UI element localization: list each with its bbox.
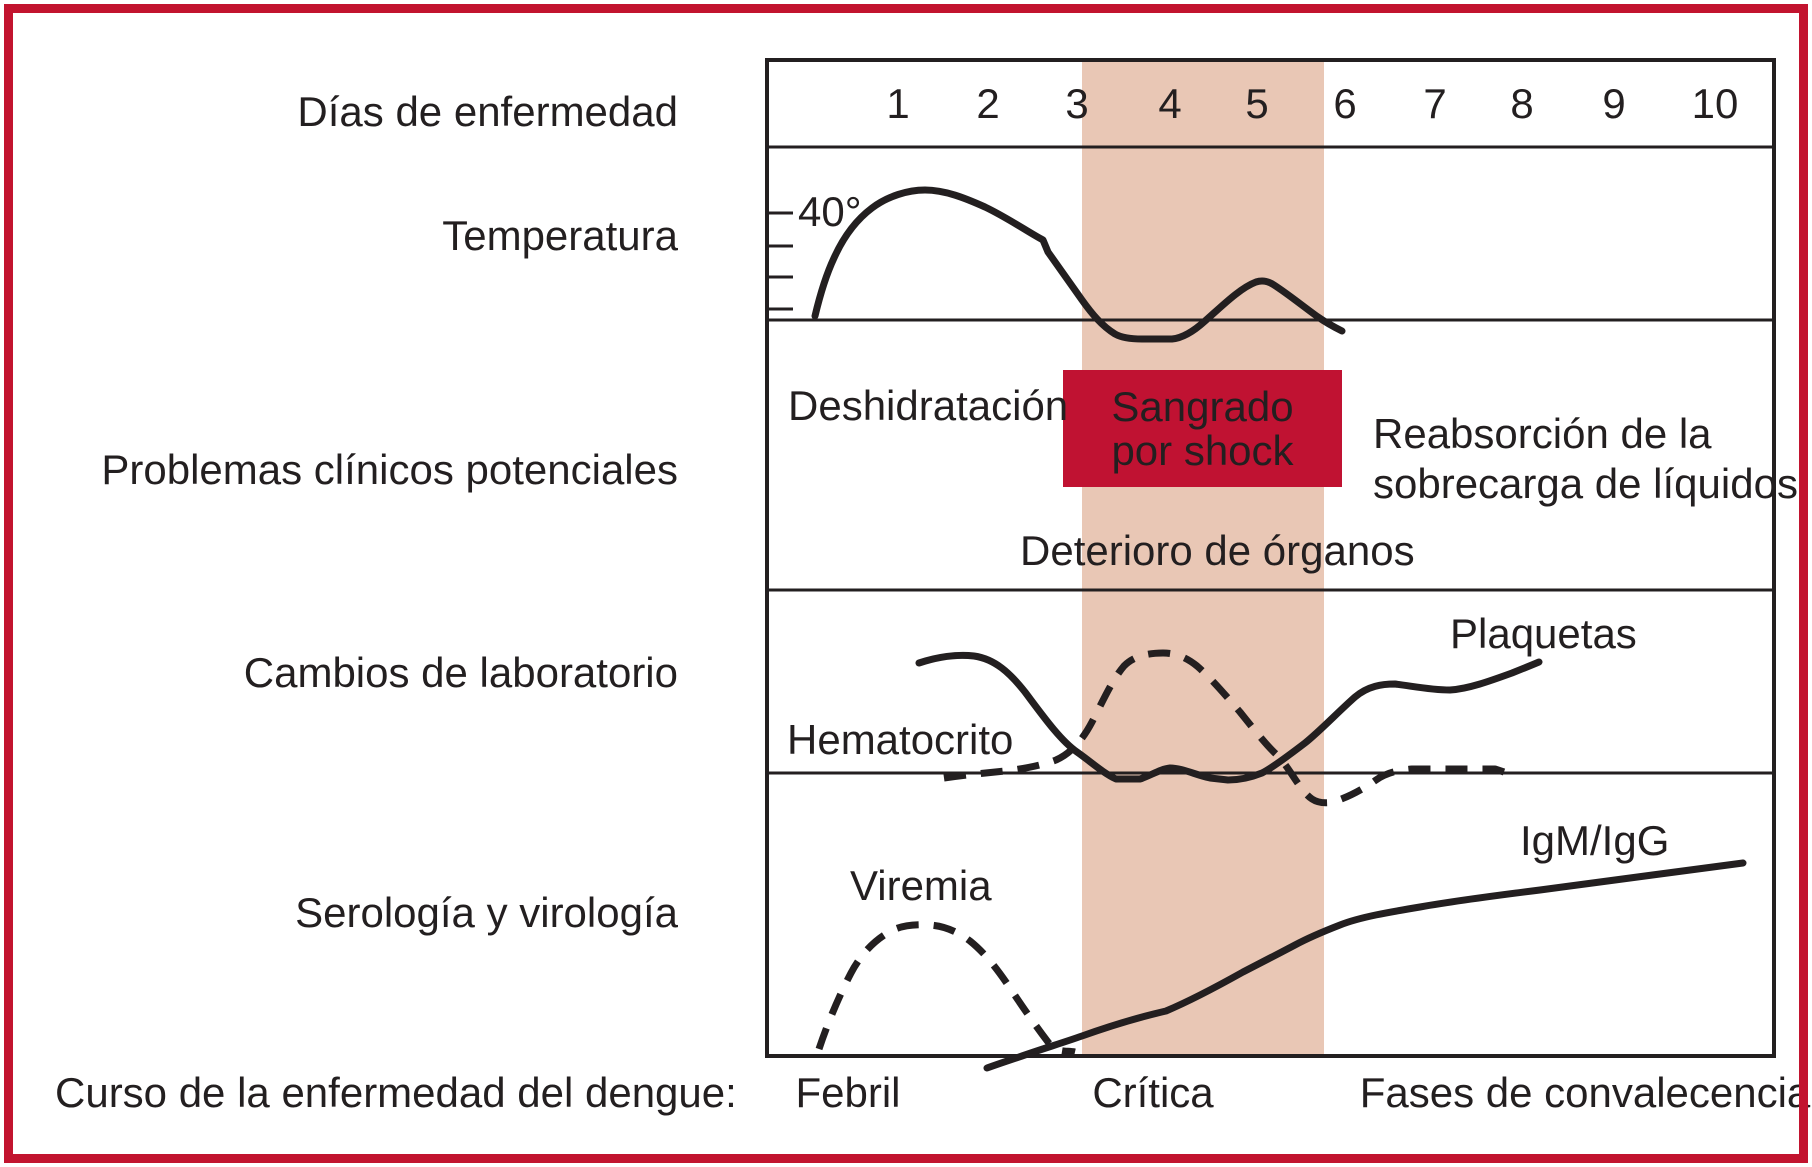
day-number-7: 7 bbox=[1423, 80, 1447, 127]
viremia-curve bbox=[815, 921, 1076, 1056]
day-number-5: 5 bbox=[1245, 80, 1269, 127]
hematocrit-curve bbox=[943, 649, 1518, 807]
day-number-1: 1 bbox=[886, 80, 910, 127]
critical-phase-band bbox=[1082, 60, 1324, 1056]
row-label-laboratory-changes: Cambios de laboratorio bbox=[243, 649, 678, 696]
day-number-4: 4 bbox=[1158, 80, 1182, 127]
igm-igg-curve bbox=[983, 859, 1747, 1072]
temperature-ticks bbox=[767, 211, 793, 311]
viremia-label: Viremia bbox=[850, 862, 992, 909]
hematocrit-label: Hematocrito bbox=[787, 716, 1014, 763]
igm-igg-label: IgM/IgG bbox=[1520, 817, 1670, 864]
platelets-curve bbox=[915, 651, 1543, 784]
day-number-10: 10 bbox=[1691, 80, 1739, 127]
reabsorption-label-line1: Reabsorción de la bbox=[1373, 410, 1712, 457]
phase-critical-label: Crítica bbox=[1092, 1069, 1214, 1116]
phase-febrile-label: Febril bbox=[795, 1069, 901, 1116]
row-label-serology-virology: Serología y virología bbox=[295, 889, 678, 936]
day-number-6: 6 bbox=[1333, 80, 1357, 127]
row-label-clinical-problems: Problemas clínicos potenciales bbox=[101, 446, 678, 493]
shock-box-line1: Sangrado bbox=[1111, 382, 1294, 430]
reabsorption-label: Reabsorción de la sobrecarga de líquidos bbox=[1373, 409, 1798, 509]
day-number-8: 8 bbox=[1510, 80, 1534, 127]
temperature-curve bbox=[811, 186, 1346, 343]
row-label-days: Días de enfermedad bbox=[297, 88, 678, 135]
dehydration-label: Deshidratación bbox=[788, 382, 1069, 429]
shock-bleeding-box: Sangrado por shock bbox=[1063, 370, 1342, 487]
day-number-3: 3 bbox=[1065, 80, 1089, 127]
day-number-9: 9 bbox=[1602, 80, 1626, 127]
reabsorption-label-line2: sobrecarga de líquidos bbox=[1373, 460, 1798, 507]
plot-border bbox=[765, 58, 1776, 1058]
row-label-temperature: Temperatura bbox=[442, 212, 678, 259]
course-prefix-label: Curso de la enfermedad del dengue: bbox=[55, 1069, 737, 1116]
platelets-label: Plaquetas bbox=[1450, 610, 1637, 657]
phase-convalescence-label: Fases de convalecencia bbox=[1359, 1069, 1811, 1116]
temperature-40-label: 40° bbox=[798, 188, 862, 235]
day-number-2: 2 bbox=[976, 80, 1000, 127]
organ-impairment-label: Deterioro de órganos bbox=[1020, 527, 1415, 574]
shock-box-line2: por shock bbox=[1111, 426, 1294, 474]
